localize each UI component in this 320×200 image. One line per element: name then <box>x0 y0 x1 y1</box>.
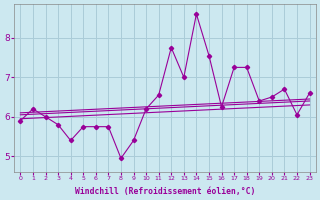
X-axis label: Windchill (Refroidissement éolien,°C): Windchill (Refroidissement éolien,°C) <box>75 187 255 196</box>
